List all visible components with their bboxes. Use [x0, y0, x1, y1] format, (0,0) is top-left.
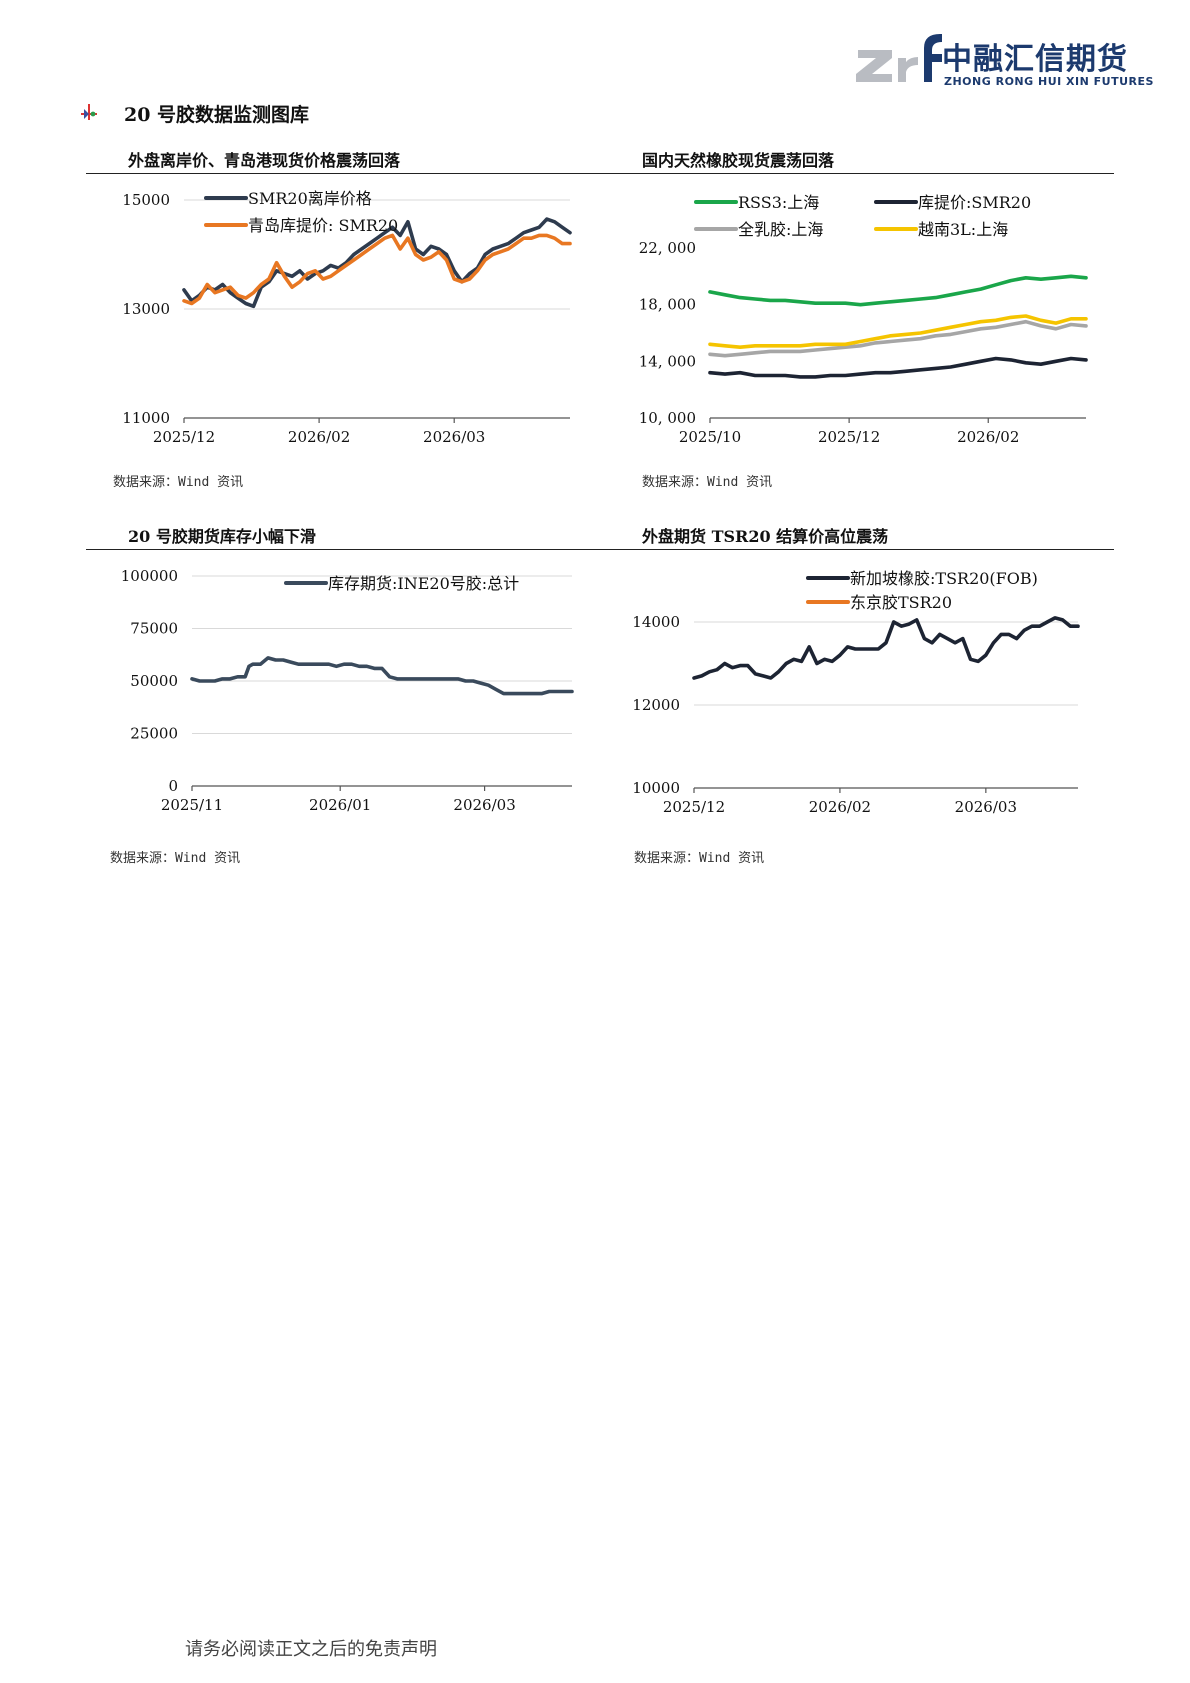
x-tick-label: 2026/01 — [309, 796, 371, 814]
panel-title-1: 外盘离岸价、青岛港现货价格震荡回落 — [128, 151, 401, 170]
x-tick-label: 2025/12 — [153, 428, 215, 446]
section-bullet-icon — [81, 104, 97, 120]
panel-title-4: 外盘期货 TSR20 结算价高位震荡 — [642, 527, 889, 546]
source-note-1: 数据来源：Wind 资讯 — [113, 475, 244, 490]
y-tick-label: 14000 — [632, 613, 680, 631]
legend-label: 青岛库提价: SMR20 — [248, 216, 398, 235]
y-tick-label: 0 — [168, 777, 178, 795]
series-line-2 — [182, 233, 572, 306]
series-line-3 — [708, 319, 1088, 358]
legend-label: 库存期货:INE20号胶:总计 — [328, 574, 519, 593]
chart-domestic-spot: 10, 000 14, 000 18, 000 22, 000 2025/10 2025/… — [639, 193, 1088, 446]
logo-mark-icon — [856, 34, 942, 82]
legend-label: SMR20离岸价格 — [248, 189, 372, 208]
section-title: 20 号胶数据监测图库 — [124, 104, 310, 126]
y-tick-label: 14, 000 — [639, 352, 696, 370]
x-tick-label: 2025/12 — [663, 798, 725, 816]
series-line-1 — [692, 616, 1080, 680]
y-tick-label: 12000 — [632, 696, 680, 714]
legend-label: RSS3:上海 — [738, 193, 819, 212]
x-tick-label: 2025/11 — [161, 796, 223, 814]
company-logo — [856, 34, 942, 82]
y-tick-label: 22, 000 — [639, 239, 696, 257]
panel-rule-top — [86, 173, 1114, 174]
x-tick-label: 2025/10 — [679, 428, 741, 446]
x-tick-label: 2026/02 — [288, 428, 350, 446]
series-line-2 — [708, 356, 1088, 379]
legend-label: 库提价:SMR20 — [918, 193, 1031, 212]
legend-label: 新加坡橡胶:TSR20(FOB) — [850, 569, 1038, 588]
disclaimer-footer: 请务必阅读正文之后的免责声明 — [185, 1639, 437, 1660]
y-tick-label: 75000 — [130, 620, 178, 638]
chart-tsr20-settlement: 10000 12000 14000 2025/12 2026/02 2026/03 新加坡橡… — [632, 569, 1080, 816]
y-tick-label: 10, 000 — [639, 409, 696, 427]
x-tick-label: 2026/03 — [955, 798, 1017, 816]
x-tick-label: 2026/02 — [957, 428, 1019, 446]
y-tick-label: 18, 000 — [639, 296, 696, 314]
legend-label: 越南3L:上海 — [918, 220, 1008, 239]
x-tick-label: 2026/03 — [453, 796, 515, 814]
x-tick-label: 2025/12 — [818, 428, 880, 446]
y-tick-label: 10000 — [632, 779, 680, 797]
y-tick-label: 15000 — [122, 191, 170, 209]
y-tick-label: 11000 — [122, 409, 170, 427]
y-tick-label: 100000 — [121, 567, 178, 585]
series-line-4 — [708, 314, 1088, 349]
x-tick-label: 2026/03 — [423, 428, 485, 446]
source-note-3: 数据来源：Wind 资讯 — [110, 851, 241, 866]
logo-text-cn: 中融汇信期货 — [942, 42, 1128, 77]
series-line-1 — [190, 656, 574, 696]
source-note-2: 数据来源：Wind 资讯 — [642, 475, 773, 490]
y-tick-label: 13000 — [122, 300, 170, 318]
legend-label: 东京胶TSR20 — [850, 593, 952, 612]
panel-rule-bottom — [86, 549, 1114, 550]
series-line-1 — [708, 274, 1088, 307]
x-tick-label: 2026/02 — [809, 798, 871, 816]
source-note-4: 数据来源：Wind 资讯 — [634, 851, 765, 866]
series-line-1 — [182, 217, 572, 309]
logo-text-en: ZHONG RONG HUI XIN FUTURES — [944, 75, 1154, 88]
chart-smr20-qingdao: 11000 13000 15000 2025/12 2026/02 2026/03 SMR2… — [122, 189, 572, 446]
y-tick-label: 50000 — [130, 672, 178, 690]
legend-label: 全乳胶:上海 — [738, 220, 823, 239]
chart-ine20-inventory: 0 25000 50000 75000 100000 2025/11 2026/01 2026… — [121, 567, 574, 814]
panel-title-2: 国内天然橡胶现货震荡回落 — [642, 151, 835, 170]
y-tick-label: 25000 — [130, 725, 178, 743]
panel-title-3: 20 号胶期货库存小幅下滑 — [128, 527, 316, 546]
